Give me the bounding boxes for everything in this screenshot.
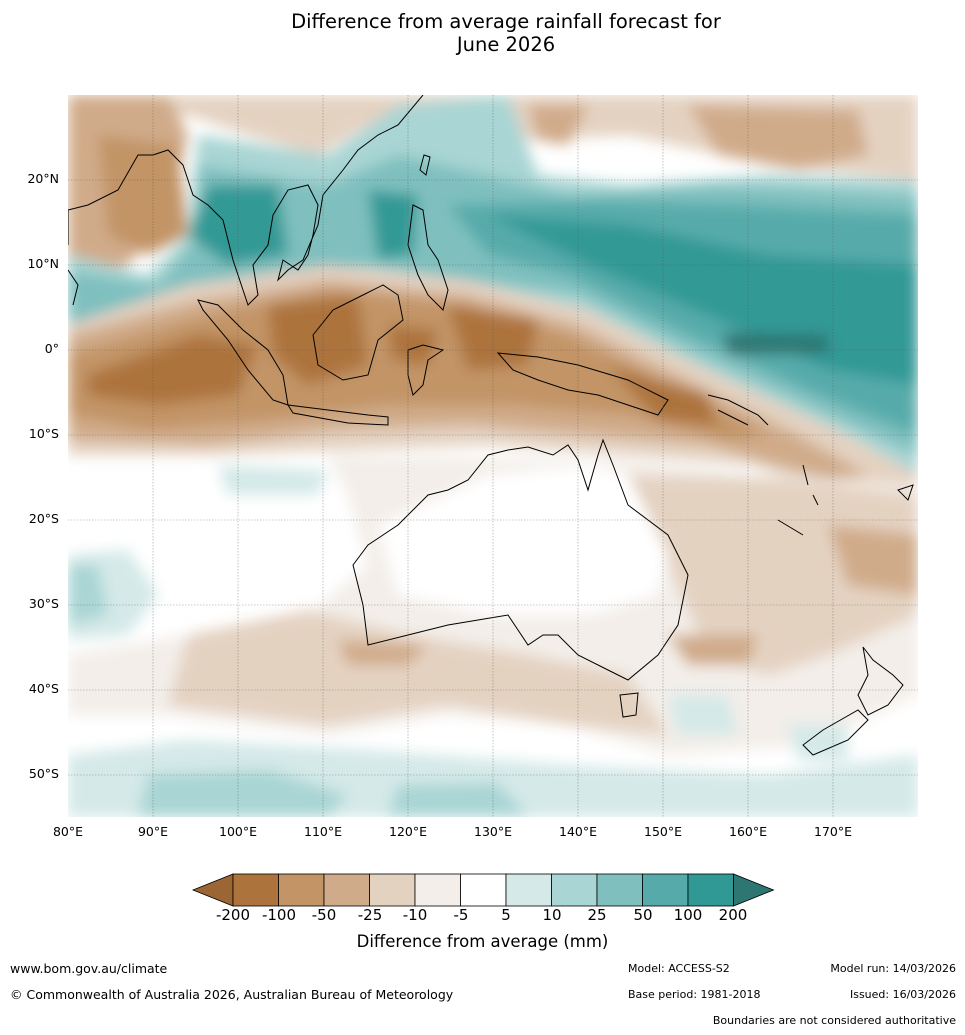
rainfall-anomaly-map bbox=[68, 95, 918, 817]
india-coastline bbox=[68, 210, 79, 306]
lon-label-90e: 90°E bbox=[137, 824, 169, 839]
lat-label-0: 0° bbox=[44, 341, 59, 356]
colorbar-segment bbox=[687, 873, 734, 907]
new-zealand-south-coastline bbox=[802, 709, 869, 756]
colorbar-segment bbox=[460, 873, 507, 907]
lon-label-160e: 160°E bbox=[728, 824, 768, 839]
colorbar-segment bbox=[551, 873, 598, 907]
map-title: Difference from average rainfall forecas… bbox=[0, 10, 965, 56]
java-coastline bbox=[287, 404, 389, 426]
lon-label-130e: 130°E bbox=[473, 824, 513, 839]
colorbar-segment bbox=[596, 873, 643, 907]
new-zealand-coastline bbox=[857, 646, 904, 716]
lon-label-170e: 170°E bbox=[813, 824, 853, 839]
colorbar-tick: 5 bbox=[501, 906, 511, 924]
sulawesi-coastline bbox=[407, 344, 445, 396]
lon-label-140e: 140°E bbox=[558, 824, 598, 839]
asia-coastline bbox=[68, 95, 424, 306]
lat-label-20s: 20°S bbox=[28, 511, 59, 526]
footer-disclaimer: Boundaries are not considered authoritat… bbox=[712, 1014, 956, 1027]
colorbar-segment bbox=[323, 873, 370, 907]
colorbar-extend-low bbox=[191, 873, 234, 907]
new-caledonia-coastline bbox=[777, 519, 804, 536]
title-line-1: Difference from average rainfall forecas… bbox=[291, 10, 721, 33]
colorbar-tick: -10 bbox=[402, 906, 428, 924]
lat-label-10s: 10°S bbox=[28, 426, 59, 441]
title-line-2: June 2026 bbox=[456, 33, 556, 56]
colorbar-tick: 10 bbox=[542, 906, 562, 924]
lon-label-150e: 150°E bbox=[643, 824, 683, 839]
colorbar-segment bbox=[414, 873, 461, 907]
colorbar-tick: -5 bbox=[453, 906, 469, 924]
colorbar-extend-high bbox=[733, 873, 775, 907]
colorbar-segments bbox=[191, 873, 775, 907]
colorbar-label: Difference from average (mm) bbox=[356, 932, 609, 951]
colorbar-segment bbox=[369, 873, 416, 907]
footer-base-period: Base period: 1981-2018 bbox=[628, 988, 761, 1001]
solomon-islands-coastline bbox=[707, 394, 769, 426]
colorbar-segment bbox=[505, 873, 552, 907]
colorbar bbox=[191, 873, 775, 907]
colorbar-tick: -200 bbox=[215, 906, 251, 924]
lat-label-40s: 40°S bbox=[28, 681, 59, 696]
lat-label-10n: 10°N bbox=[27, 256, 59, 271]
colorbar-tick: -100 bbox=[261, 906, 297, 924]
footer-copyright: © Commonwealth of Australia 2026, Austra… bbox=[10, 987, 454, 1002]
colorbar-tick: 50 bbox=[633, 906, 653, 924]
philippines-coastline bbox=[407, 204, 449, 311]
borneo-coastline bbox=[312, 284, 404, 381]
footer-model-run: Model run: 14/03/2026 bbox=[830, 962, 956, 975]
colorbar-tick: -25 bbox=[357, 906, 383, 924]
colorbar-segment bbox=[232, 873, 279, 907]
new-guinea-coastline bbox=[496, 352, 669, 416]
taiwan-coastline bbox=[419, 154, 431, 176]
fiji-coastline bbox=[897, 484, 914, 501]
footer-model: Model: ACCESS-S2 bbox=[628, 962, 730, 975]
colorbar-tick: 200 bbox=[718, 906, 748, 924]
lat-label-50s: 50°S bbox=[28, 766, 59, 781]
colorbar-segment bbox=[642, 873, 689, 907]
graticule bbox=[68, 95, 918, 817]
vanuatu-coastline bbox=[802, 464, 819, 506]
footer-url[interactable]: www.bom.gov.au/climate bbox=[10, 961, 168, 976]
lon-label-120e: 120°E bbox=[388, 824, 428, 839]
colorbar-tick: 100 bbox=[673, 906, 703, 924]
colorbar-tick: 25 bbox=[587, 906, 607, 924]
colorbar-segment bbox=[278, 873, 325, 907]
lat-label-30s: 30°S bbox=[28, 596, 59, 611]
lat-label-20n: 20°N bbox=[27, 171, 59, 186]
tasmania-coastline bbox=[619, 692, 639, 718]
footer-issued: Issued: 16/03/2026 bbox=[849, 988, 956, 1001]
lon-label-80e: 80°E bbox=[52, 824, 84, 839]
lon-label-110e: 110°E bbox=[303, 824, 343, 839]
colorbar-tick: -50 bbox=[311, 906, 337, 924]
lon-label-100e: 100°E bbox=[218, 824, 258, 839]
